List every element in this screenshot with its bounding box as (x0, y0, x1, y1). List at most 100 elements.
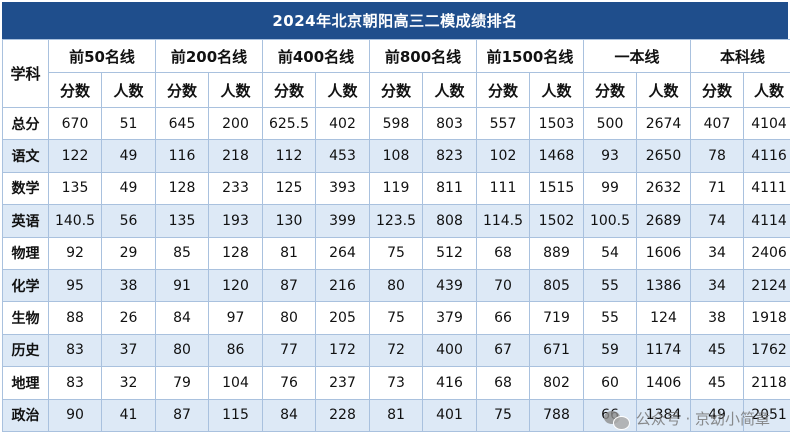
score-cell: 84 (155, 301, 209, 335)
table-row: 历史 83 37 80 86 77 172 72 400 67 671 59 1174 45 1762 (2, 333, 790, 368)
count-column-header: 人数 (208, 72, 263, 108)
count-cell: 233 (208, 171, 263, 206)
table-row: 物理 92 29 85 128 81 264 75 512 68 889 54 1606 34 2406 (2, 236, 790, 270)
count-cell: 1606 (635, 236, 692, 270)
score-cell: 91 (155, 268, 209, 303)
count-cell: 26 (101, 301, 156, 335)
count-cell: 172 (315, 333, 370, 368)
score-cell: 34 (690, 236, 745, 270)
score-cell: 55 (583, 268, 637, 303)
count-cell: 193 (208, 204, 263, 238)
score-cell: 598 (369, 106, 423, 141)
count-cell: 439 (422, 268, 477, 303)
subject-cell: 历史 (2, 333, 49, 368)
score-cell: 71 (690, 171, 745, 206)
score-cell: 102 (476, 139, 530, 173)
score-cell: 557 (476, 106, 530, 141)
score-cell: 112 (262, 139, 316, 173)
count-cell: 49 (101, 171, 156, 206)
count-cell: 237 (315, 366, 370, 400)
score-cell: 135 (48, 171, 102, 206)
watermark-text: 公众号 · 京幼小简章 (635, 410, 770, 428)
table-row: 英语 140.5 56 135 193 130 399 123.5 808 114.5 1502 10… (2, 204, 790, 238)
count-cell: 4111 (743, 171, 790, 206)
count-column-header: 人数 (315, 72, 370, 108)
score-cell: 34 (690, 268, 745, 303)
score-cell: 114.5 (476, 204, 530, 238)
score-column-header: 分数 (690, 72, 745, 108)
score-cell: 74 (690, 204, 745, 238)
count-cell: 2118 (743, 366, 790, 400)
count-cell: 1515 (529, 171, 584, 206)
count-cell: 1384 (635, 398, 692, 432)
score-column-header: 分数 (262, 72, 316, 108)
count-cell: 811 (422, 171, 477, 206)
count-cell: 512 (422, 236, 477, 270)
count-cell: 1502 (529, 204, 584, 238)
count-cell: 2051 (743, 398, 790, 432)
table-row: 生物 88 26 84 97 80 205 75 379 66 719 55 124 38 1918 (2, 301, 790, 335)
count-cell: 4104 (743, 106, 790, 141)
subject-cell: 生物 (2, 301, 49, 335)
count-cell: 104 (208, 366, 263, 400)
count-cell: 2674 (635, 106, 692, 141)
score-cell: 81 (262, 236, 316, 270)
count-column-header: 人数 (635, 72, 692, 108)
subject-cell: 政治 (2, 398, 49, 432)
count-column-header: 人数 (743, 72, 790, 108)
score-cell: 77 (262, 333, 316, 368)
count-cell: 1468 (529, 139, 584, 173)
score-cell: 67 (476, 333, 530, 368)
score-cell: 79 (155, 366, 209, 400)
score-cell: 140.5 (48, 204, 102, 238)
wechat-icon (603, 409, 630, 430)
score-cell: 119 (369, 171, 423, 206)
count-cell: 1406 (635, 366, 692, 400)
score-cell: 85 (155, 236, 209, 270)
count-cell: 4116 (743, 139, 790, 173)
count-cell: 49 (101, 139, 156, 173)
table-body: 总分 670 51 645 200 625.5 402 598 803 557 1503 500 267… (2, 106, 790, 432)
score-cell: 87 (262, 268, 316, 303)
score-column-header: 分数 (155, 72, 209, 108)
count-cell: 228 (315, 398, 370, 432)
score-cell: 87 (155, 398, 209, 432)
score-cell: 108 (369, 139, 423, 173)
count-column-header: 人数 (529, 72, 584, 108)
score-cell: 84 (262, 398, 316, 432)
count-cell: 805 (529, 268, 584, 303)
count-cell: 1503 (529, 106, 584, 141)
score-cell: 49 (690, 398, 745, 432)
score-cell: 99 (583, 171, 637, 206)
score-cell: 66 (476, 301, 530, 335)
score-cell: 55 (583, 301, 637, 335)
group-header-row: 学科 前50名线 前200名线 前400名线 前800名线 前1500名线 一本… (2, 39, 790, 108)
table-row: 数学 135 49 128 233 125 393 119 811 111 1515 99 2632 71… (2, 171, 790, 206)
subject-column-header: 学科 (2, 39, 49, 108)
count-cell: 719 (529, 301, 584, 335)
score-cell: 100.5 (583, 204, 637, 238)
score-cell: 80 (369, 268, 423, 303)
score-cell: 54 (583, 236, 637, 270)
score-cell: 83 (48, 333, 102, 368)
count-cell: 808 (422, 204, 477, 238)
score-column-header: 分数 (476, 72, 530, 108)
score-cell: 130 (262, 204, 316, 238)
count-cell: 1918 (743, 301, 790, 335)
score-cell: 111 (476, 171, 530, 206)
count-cell: 4114 (743, 204, 790, 238)
score-cell: 116 (155, 139, 209, 173)
score-cell: 68 (476, 366, 530, 400)
count-cell: 264 (315, 236, 370, 270)
count-cell: 124 (635, 301, 692, 335)
score-column-header: 分数 (48, 72, 102, 108)
score-cell: 645 (155, 106, 209, 141)
count-column-header: 人数 (422, 72, 477, 108)
table-row: 化学 95 38 91 120 87 216 80 439 70 805 55 1386 34 2124 (2, 268, 790, 303)
count-cell: 2689 (635, 204, 692, 238)
score-cell: 500 (583, 106, 637, 141)
count-cell: 37 (101, 333, 156, 368)
group-header-tier1: 一本线 (582, 39, 692, 73)
count-cell: 38 (101, 268, 156, 303)
